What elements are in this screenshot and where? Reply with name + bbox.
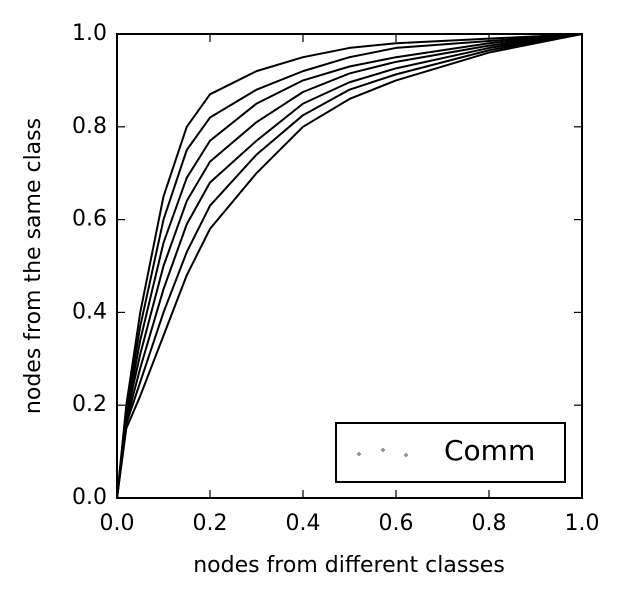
- x-tick-label: 0.0: [100, 511, 135, 536]
- legend-marker: [357, 452, 361, 456]
- legend-marker: [381, 448, 385, 452]
- data-line: [116, 33, 583, 499]
- x-tick-label: 0.8: [472, 511, 507, 536]
- data-line: [116, 33, 583, 499]
- x-axis-label: nodes from different classes: [193, 553, 505, 578]
- legend-label: Comm: [444, 434, 535, 467]
- data-line: [116, 33, 583, 499]
- x-tick-label: 0.4: [286, 511, 321, 536]
- y-tick-label: 0.0: [72, 485, 107, 510]
- legend-box: [335, 422, 566, 483]
- y-tick-label: 0.4: [72, 299, 107, 324]
- y-axis-label: nodes from the same class: [21, 118, 46, 414]
- x-tick-label: 0.2: [193, 511, 228, 536]
- data-line: [116, 33, 583, 499]
- y-tick-label: 1.0: [72, 21, 107, 46]
- y-tick-label: 0.8: [72, 114, 107, 139]
- data-line: [116, 33, 583, 499]
- y-tick-label: 0.6: [72, 207, 107, 232]
- x-tick-label: 0.6: [379, 511, 414, 536]
- legend-marker: [404, 453, 408, 457]
- data-line: [116, 33, 583, 499]
- plot-frame: [116, 33, 583, 499]
- data-line: [116, 33, 583, 499]
- y-tick-label: 0.2: [72, 392, 107, 417]
- x-tick-label: 1.0: [565, 511, 600, 536]
